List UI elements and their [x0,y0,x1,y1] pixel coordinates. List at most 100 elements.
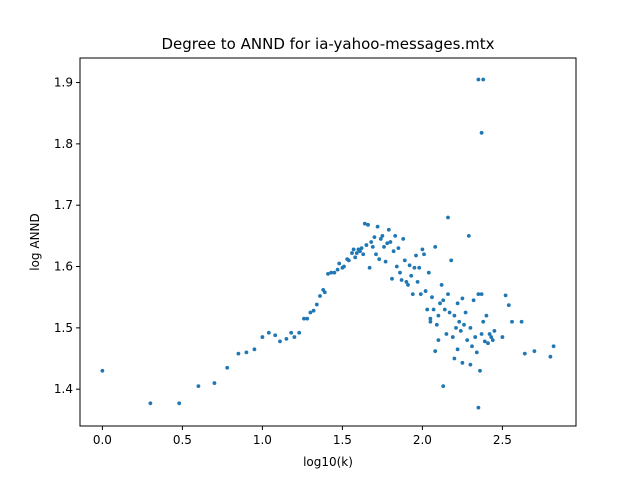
data-point [100,368,105,373]
data-point [177,401,182,406]
data-point [436,338,441,343]
data-point [326,271,330,276]
data-point [423,289,428,293]
data-point [297,330,302,335]
data-point [329,270,334,275]
data-point [292,335,297,339]
data-point [450,335,455,339]
data-point [354,251,359,255]
data-point [378,237,383,241]
data-point [460,296,465,301]
data-point [444,332,449,336]
data-point [431,307,436,312]
data-point [393,233,398,238]
data-point [252,347,257,352]
data-point [346,258,351,263]
y-tick-label: 1.5 [54,321,73,335]
data-point [289,330,294,335]
data-point [332,270,337,275]
y-tick-label: 1.6 [54,260,73,274]
data-point [383,259,388,264]
data-point [401,237,406,241]
data-point [375,224,380,229]
data-point [244,350,249,355]
data-point [532,349,537,354]
data-point [398,270,402,275]
data-point [196,384,201,389]
x-tick-label: 1.0 [253,433,272,447]
chart-title: Degree to ANND for ia-yahoo-messages.mtx [161,35,494,53]
plot-frame [79,57,577,427]
data-point [452,313,457,318]
data-point [487,332,492,336]
data-point [490,338,495,343]
data-point [457,319,462,324]
data-point [260,335,265,339]
data-point [462,322,466,327]
data-point [353,255,358,260]
data-point [433,245,438,249]
y-tick-label: 1.7 [54,198,73,212]
x-tick-label: 0.5 [173,433,192,447]
x-tick-label: 0.0 [93,433,112,447]
x-axis: 0.0 0.5 1.0 1.5 2.0 2.5 [93,426,512,447]
data-point [359,246,364,251]
data-point [402,258,407,263]
data-point [273,333,278,338]
y-axis-label: log ANND [28,213,42,271]
data-point [377,257,382,262]
data-point [225,365,230,370]
data-point [433,349,438,354]
data-point [476,292,481,297]
data-point [460,360,465,365]
data-point [418,292,423,297]
data-point [399,278,404,282]
data-point [441,298,446,303]
data-point [394,264,399,269]
data-point [430,295,434,300]
data-point [481,77,486,82]
y-tick-label: 1.4 [54,382,73,396]
data-point [396,246,401,251]
data-point [468,362,473,367]
data-point [470,344,474,349]
data-point [382,245,386,249]
data-point [406,283,410,287]
data-point [391,249,396,254]
data-point [476,405,481,410]
data-point [385,241,390,246]
y-tick-label: 1.8 [54,137,73,151]
data-point [322,290,327,295]
data-point [465,338,470,343]
data-point [479,292,484,297]
data-point [148,401,153,406]
data-point [366,222,370,227]
data-point [473,335,478,339]
data-point [479,130,484,135]
data-point [415,279,420,284]
data-point [308,310,313,315]
data-point [351,247,356,252]
data-point [454,325,458,330]
data-point [412,265,417,270]
data-point [367,265,372,270]
data-point [311,308,316,313]
data-point [492,329,497,333]
data-point [474,350,479,355]
data-point [362,221,367,226]
data-point [503,293,508,298]
data-point [471,298,476,303]
data-point [551,344,556,349]
x-tick-label: 2.0 [413,433,432,447]
data-point [414,253,418,258]
data-point [458,329,463,333]
data-point [463,310,468,315]
data-point [522,351,527,356]
data-point [441,384,446,389]
data-point [420,247,425,252]
data-point [335,267,340,272]
data-point [212,381,217,385]
data-point [374,252,378,257]
data-point [486,341,490,346]
data-point [404,279,409,284]
